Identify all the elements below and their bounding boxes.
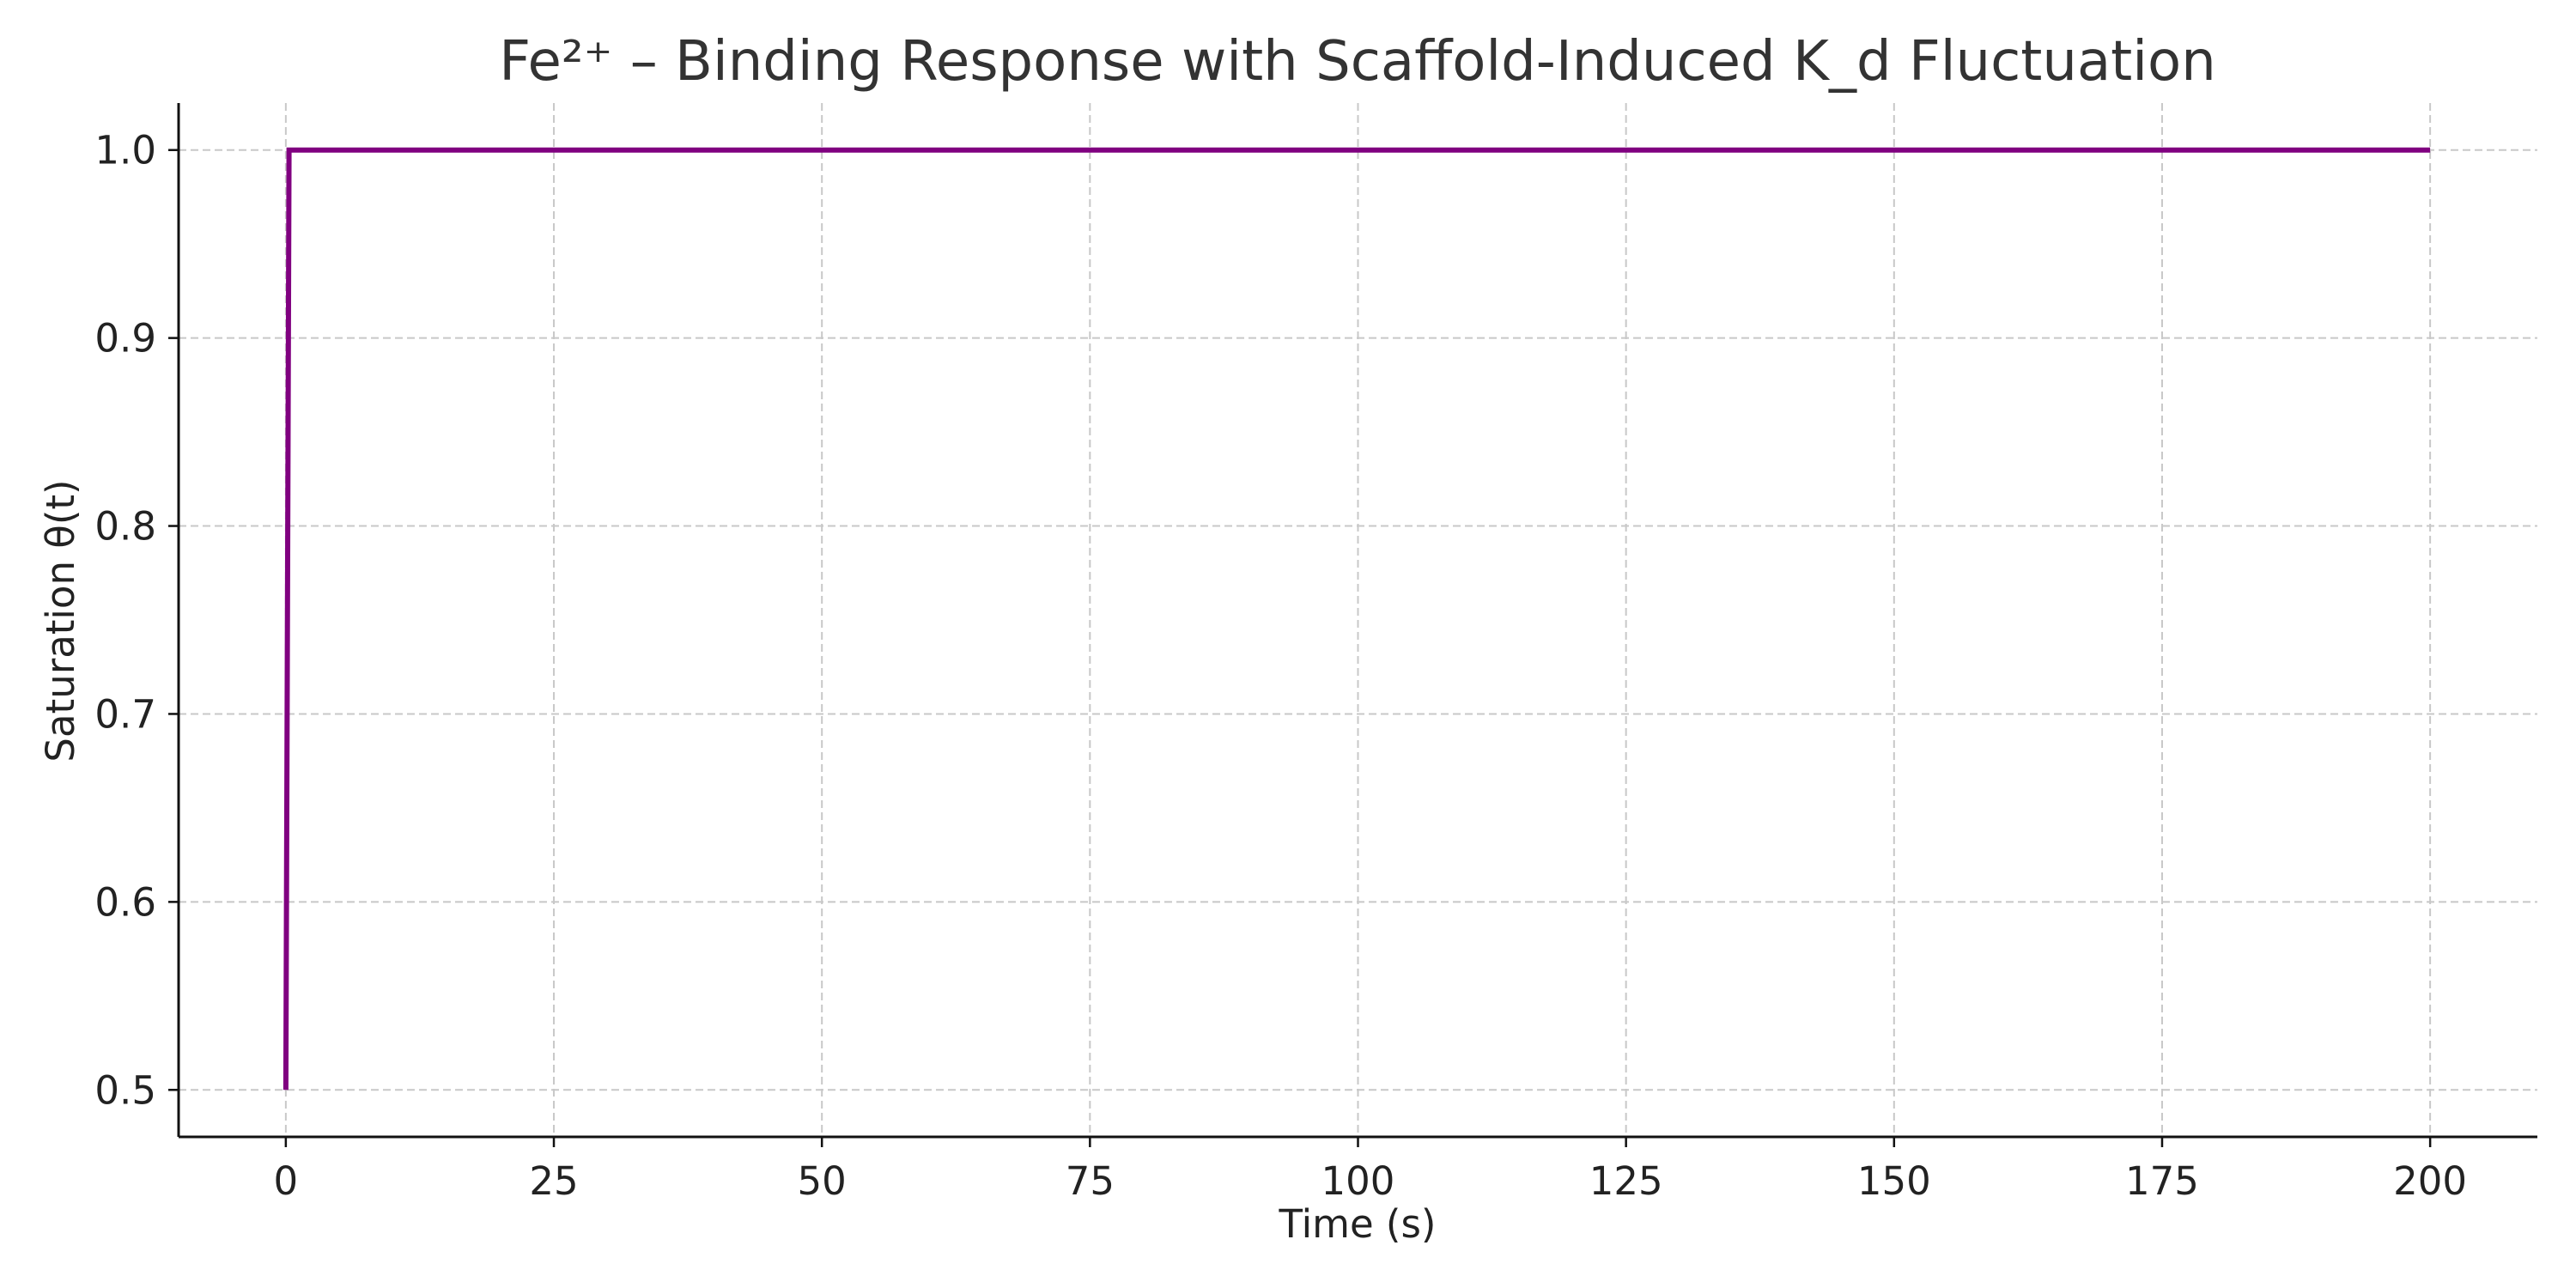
y-tick-label: 0.8 (94, 504, 156, 550)
x-tick-label: 125 (1589, 1158, 1663, 1204)
x-tick-label: 200 (2393, 1158, 2467, 1204)
x-tick-label: 100 (1321, 1158, 1395, 1204)
y-tick-label: 0.6 (94, 879, 156, 925)
x-tick-label: 50 (798, 1158, 847, 1204)
x-axis-label: Time (s) (1279, 1201, 1437, 1247)
series-group (283, 147, 2431, 1091)
series-line (283, 147, 2431, 1091)
x-tick-label: 75 (1066, 1158, 1115, 1204)
x-tick-label: 0 (274, 1158, 299, 1204)
ticks: 0 25 50 75 100 125 150 175 200 0.5 0.6 0.7 0.8 0.9 1.0 (94, 128, 2467, 1204)
x-tick-label: 25 (529, 1158, 578, 1204)
y-tick-label: 1.0 (94, 128, 156, 173)
y-axis-label: Saturation θ(t) (38, 479, 83, 762)
y-tick-label: 0.7 (94, 691, 156, 737)
chart-title: Fe²⁺ – Binding Response with Scaffold-In… (499, 30, 2216, 94)
y-tick-label: 0.5 (94, 1067, 156, 1113)
grid (179, 103, 2537, 1137)
y-tick-label: 0.9 (94, 316, 156, 361)
x-tick-label: 150 (1857, 1158, 1931, 1204)
x-tick-label: 175 (2125, 1158, 2199, 1204)
